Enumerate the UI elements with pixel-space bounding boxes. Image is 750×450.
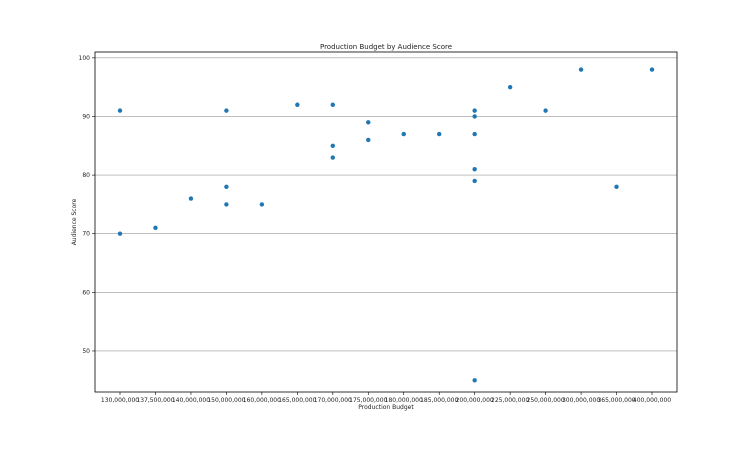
data-point (507, 84, 513, 90)
data-point (188, 196, 194, 201)
data-point (578, 67, 584, 72)
data-point (472, 178, 477, 184)
y-tick-label: 50 (82, 348, 90, 355)
data-point (117, 231, 123, 236)
data-point (117, 108, 123, 113)
y-tick-label: 80 (82, 172, 90, 179)
data-point (472, 167, 477, 172)
plot-area (94, 51, 678, 393)
x-tick-label: 165,000,000 (278, 397, 316, 404)
x-tick-label: 400,000,000 (633, 397, 671, 404)
data-point (224, 108, 229, 113)
y-axis-ticks: 50 60 70 80 90 100 (79, 55, 95, 355)
data-point (614, 184, 619, 190)
x-tick-label: 160,000,000 (243, 397, 281, 404)
data-point (472, 131, 477, 137)
data-point (330, 155, 335, 160)
data-point (649, 67, 655, 72)
y-tick-label: 100 (79, 55, 91, 62)
x-axis-title: Production Budget (358, 404, 414, 411)
data-point (543, 108, 548, 113)
x-tick-label: 170,000,000 (314, 397, 352, 404)
data-point (295, 102, 300, 107)
data-point (401, 131, 406, 137)
x-tick-label: 365,000,000 (597, 397, 635, 404)
y-tick-label: 90 (82, 113, 90, 120)
chart-title: Production Budget by Audience Score (320, 43, 452, 51)
x-tick-label: 180,000,000 (385, 397, 423, 404)
x-tick-label: 250,000,000 (527, 397, 565, 404)
x-tick-label: 175,000,000 (349, 397, 387, 404)
y-axis-title: Audience Score (71, 198, 78, 245)
data-point (472, 114, 477, 119)
x-tick-label: 137,500,000 (136, 397, 174, 404)
x-tick-label: 150,000,000 (207, 397, 245, 404)
data-points (117, 67, 655, 383)
data-point (330, 102, 335, 107)
y-tick-label: 70 (82, 231, 90, 238)
data-point (366, 120, 371, 125)
x-axis-ticks: 130,000,000137,500,000140,000,000150,000… (101, 392, 671, 404)
data-point (153, 225, 158, 231)
x-tick-label: 300,000,000 (562, 397, 600, 404)
data-point (330, 143, 335, 148)
y-tick-label: 60 (82, 289, 90, 296)
grid-lines (95, 57, 677, 352)
data-point (472, 378, 477, 383)
x-tick-label: 130,000,000 (101, 397, 139, 404)
data-point (472, 108, 477, 113)
data-point (366, 137, 371, 143)
data-point (437, 131, 442, 137)
x-tick-label: 140,000,000 (172, 397, 210, 404)
x-tick-label: 185,000,000 (420, 397, 458, 404)
x-tick-label: 225,000,000 (491, 397, 529, 404)
data-point (224, 184, 229, 190)
data-point (259, 202, 265, 207)
data-point (224, 202, 229, 207)
x-tick-label: 200,000,000 (456, 397, 494, 404)
